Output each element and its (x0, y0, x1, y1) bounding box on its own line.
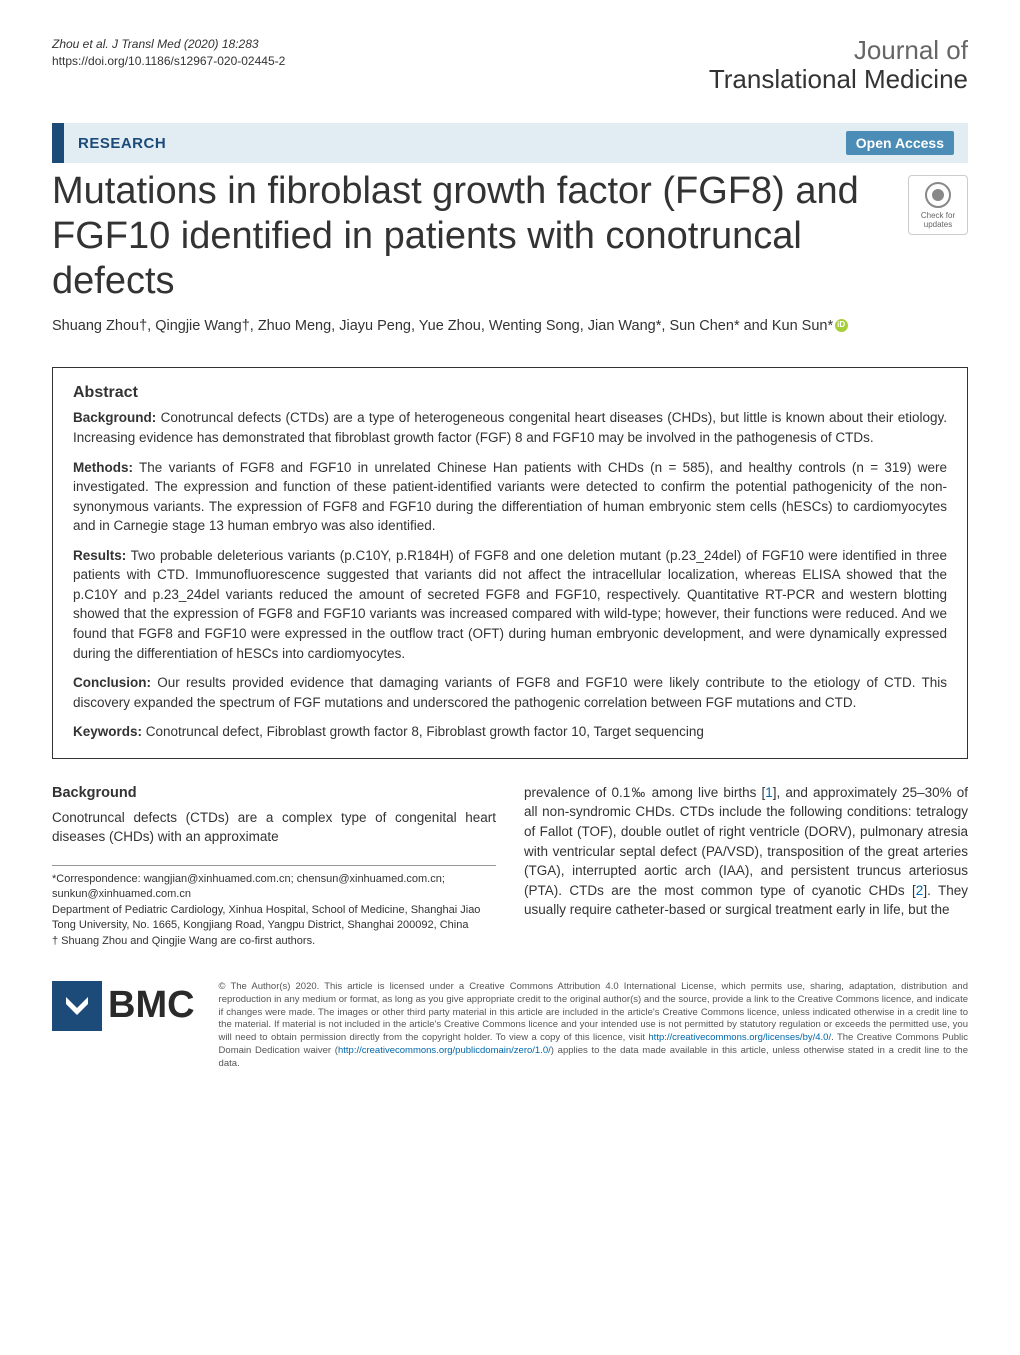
check-updates-label: Check for updates (909, 211, 967, 229)
header-top: Zhou et al. J Transl Med (2020) 18:283 h… (52, 36, 968, 93)
bmc-logo: BMC (52, 981, 195, 1031)
page-footer: BMC © The Author(s) 2020. This article i… (52, 973, 968, 1071)
affiliation-note: Department of Pediatric Cardiology, Xinh… (52, 903, 496, 934)
body-p2-b: ], and approximately 25–30% of all non-s… (524, 785, 968, 898)
abstract-methods-label: Methods: (73, 460, 133, 475)
abstract-background: Background: Conotruncal defects (CTDs) a… (73, 408, 947, 447)
journal-logo: Journal of Translational Medicine (709, 36, 968, 93)
abstract-results-label: Results: (73, 548, 126, 563)
ref-link-1[interactable]: 1 (765, 785, 773, 800)
open-access-badge: Open Access (846, 131, 954, 155)
cofirst-note: † Shuang Zhou and Qingjie Wang are co-fi… (52, 934, 496, 949)
journal-name-line-1: Journal of (709, 36, 968, 65)
body-paragraph-1: Conotruncal defects (CTDs) are a complex… (52, 808, 496, 847)
research-bar: RESEARCH Open Access (52, 123, 968, 163)
body-p2-a: prevalence of 0.1‰ among live births [ (524, 785, 765, 800)
license-text: © The Author(s) 2020. This article is li… (219, 981, 968, 1071)
right-column: prevalence of 0.1‰ among live births [1]… (524, 783, 968, 949)
bmc-chevron-icon (62, 991, 92, 1021)
abstract-results-text: Two probable deleterious variants (p.C10… (73, 548, 947, 661)
correspondence-note: *Correspondence: wangjian@xinhuamed.com.… (52, 872, 496, 903)
bmc-text: BMC (108, 984, 195, 1027)
abstract-background-text: Conotruncal defects (CTDs) are a type of… (73, 410, 947, 445)
crossmark-icon (924, 181, 952, 209)
title-row: Mutations in fibroblast growth factor (F… (52, 169, 968, 303)
research-label: RESEARCH (78, 135, 166, 152)
citation-line-1: Zhou et al. J Transl Med (2020) 18:283 (52, 36, 285, 53)
abstract-methods: Methods: The variants of FGF8 and FGF10 … (73, 458, 947, 536)
license-link-2[interactable]: http://creativecommons.org/publicdomain/… (338, 1045, 551, 1056)
keywords-text: Conotruncal defect, Fibroblast growth fa… (142, 724, 704, 739)
abstract-results: Results: Two probable deleterious varian… (73, 546, 947, 663)
check-updates-badge[interactable]: Check for updates (908, 175, 968, 235)
abstract-conclusion: Conclusion: Our results provided evidenc… (73, 673, 947, 712)
article-title: Mutations in fibroblast growth factor (F… (52, 169, 892, 303)
footnotes: *Correspondence: wangjian@xinhuamed.com.… (52, 865, 496, 949)
left-column: Background Conotruncal defects (CTDs) ar… (52, 783, 496, 949)
citation-doi: https://doi.org/10.1186/s12967-020-02445… (52, 53, 285, 70)
keywords-label: Keywords: (73, 724, 142, 739)
body-paragraph-2: prevalence of 0.1‰ among live births [1]… (524, 783, 968, 920)
abstract-box: Abstract Background: Conotruncal defects… (52, 367, 968, 758)
background-heading: Background (52, 783, 496, 804)
abstract-methods-text: The variants of FGF8 and FGF10 in unrela… (73, 460, 947, 534)
journal-name-line-2: Translational Medicine (709, 65, 968, 94)
abstract-conclusion-label: Conclusion: (73, 675, 151, 690)
orcid-icon[interactable] (835, 319, 848, 332)
body-columns: Background Conotruncal defects (CTDs) ar… (52, 783, 968, 949)
license-link-1[interactable]: http://creativecommons.org/licenses/by/4… (648, 1032, 831, 1043)
abstract-heading: Abstract (73, 384, 947, 402)
author-list: Shuang Zhou†, Qingjie Wang†, Zhuo Meng, … (52, 316, 968, 338)
authors-text: Shuang Zhou†, Qingjie Wang†, Zhuo Meng, … (52, 318, 833, 334)
bmc-square-icon (52, 981, 102, 1031)
abstract-conclusion-text: Our results provided evidence that damag… (73, 675, 947, 710)
header-citation: Zhou et al. J Transl Med (2020) 18:283 h… (52, 36, 285, 70)
abstract-background-label: Background: (73, 410, 156, 425)
abstract-keywords: Keywords: Conotruncal defect, Fibroblast… (73, 722, 947, 742)
page-container: Zhou et al. J Transl Med (2020) 18:283 h… (0, 0, 1020, 1091)
